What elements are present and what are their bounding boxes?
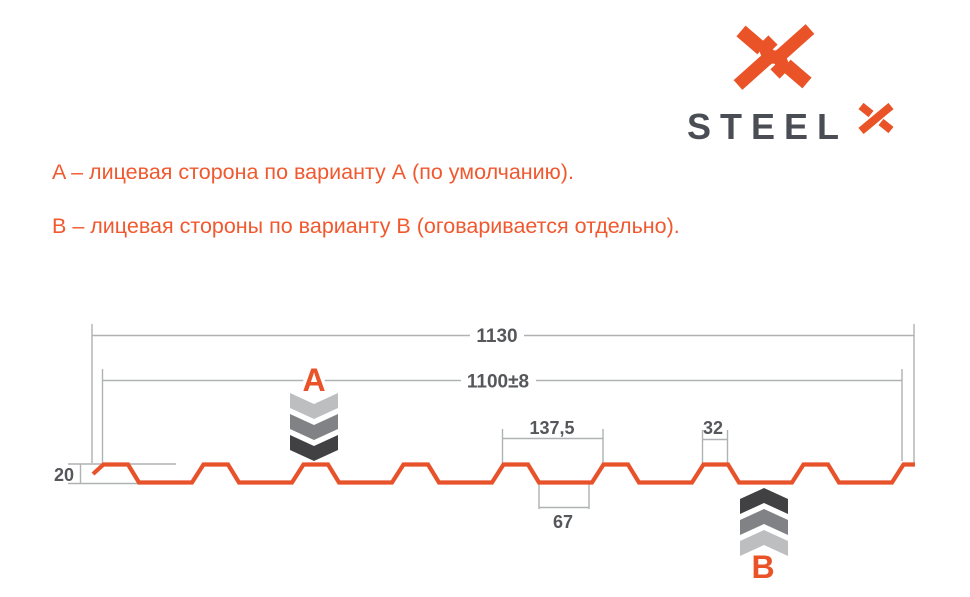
dimension-rib-pitch: 137,5 xyxy=(501,418,604,463)
dim-label-profile-height: 20 xyxy=(54,465,74,485)
side-a-marker: A A xyxy=(290,359,338,461)
dim-label-rib-top-width: 32 xyxy=(703,418,723,438)
dimension-working-width: 1100±8 xyxy=(101,369,903,463)
side-b-marker: B xyxy=(740,488,788,585)
dimension-rib-top-width: 32 xyxy=(701,418,729,463)
sheet-profile-outline xyxy=(91,462,915,485)
dim-label-working-width: 1100±8 xyxy=(467,372,529,393)
side-a-letter: A xyxy=(302,362,325,398)
dim-label-overall-width: 1130 xyxy=(476,326,517,347)
logo-x-mark-icon xyxy=(858,103,894,134)
note-side-b: B – лицевая стороны по варианту B (огова… xyxy=(52,214,680,238)
logo-wordmark: STEEL xyxy=(687,106,849,147)
note-side-a: A – лицевая сторона по варианту А (по ум… xyxy=(52,160,574,184)
steelx-logo: STEEL xyxy=(680,14,910,147)
steelx-x-icon xyxy=(733,24,815,90)
side-a-chevrons-down-icon xyxy=(290,393,338,461)
side-b-chevrons-up-icon xyxy=(740,488,788,556)
side-a-letter-halo: A xyxy=(302,362,325,398)
dim-label-rib-bottom-width: 67 xyxy=(553,512,573,532)
dimension-overall-width: 1130 xyxy=(91,324,915,464)
dim-label-rib-pitch: 137,5 xyxy=(529,418,574,438)
side-b-letter: B xyxy=(751,549,774,585)
dimension-rib-bottom-width: 67 xyxy=(538,484,590,532)
